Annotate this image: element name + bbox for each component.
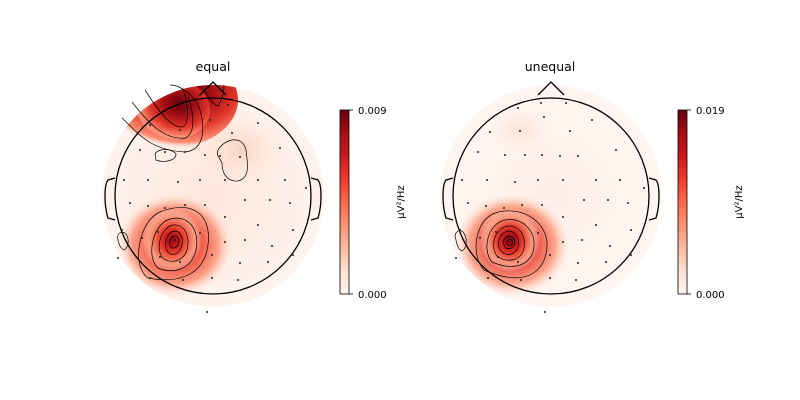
left-ear <box>442 177 454 221</box>
colorbar-tick-min: 0.000 <box>358 290 387 301</box>
topomap-equal: equal <box>102 59 407 313</box>
colorbar: 0.019 0.000 µV²/Hz <box>677 106 745 301</box>
nose <box>199 81 227 96</box>
sensor-dots <box>117 94 307 313</box>
head-outline <box>442 81 660 295</box>
topomap-title: unequal <box>525 59 576 74</box>
contour-lines <box>454 210 548 279</box>
head-outline <box>104 81 322 295</box>
colorbar-gradient <box>677 109 688 295</box>
nose <box>537 81 565 96</box>
topomap-field <box>102 85 324 307</box>
right-ear <box>310 177 322 221</box>
right-ear <box>648 177 660 221</box>
colorbar: 0.009 0.000 µV²/Hz <box>339 106 407 301</box>
colorbar-gradient <box>339 109 350 295</box>
colorbar-label: µV²/Hz <box>396 185 407 218</box>
colorbar-tick-max: 0.019 <box>696 106 725 117</box>
topomap-field <box>440 85 662 307</box>
colorbar-tick-max: 0.009 <box>358 106 387 117</box>
colorbar-label: µV²/Hz <box>734 185 745 218</box>
sensor-dots <box>455 102 645 313</box>
topomap-title: equal <box>196 59 231 74</box>
colorbar-tick-min: 0.000 <box>696 290 725 301</box>
left-ear <box>104 177 116 221</box>
topomap-unequal: unequal <box>440 59 745 313</box>
